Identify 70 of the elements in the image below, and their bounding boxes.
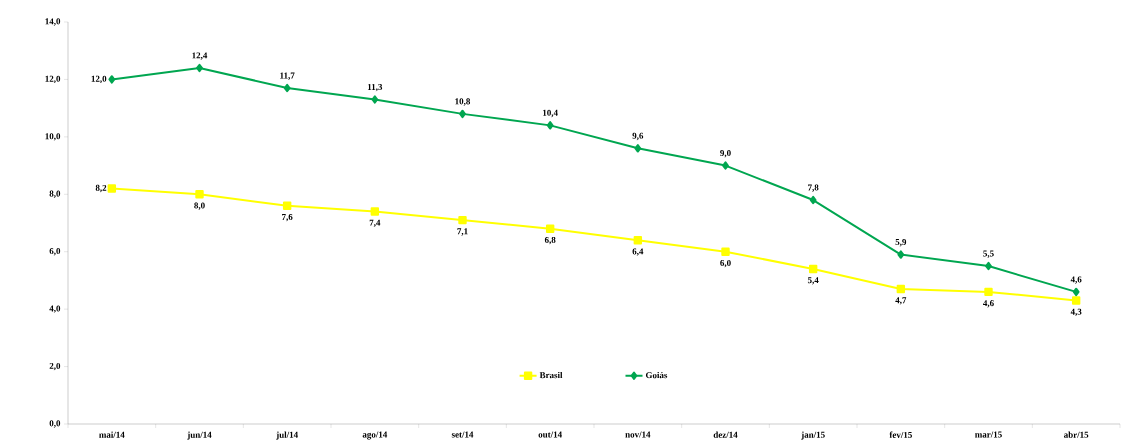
x-tick-label: mai/14 [99, 431, 125, 438]
y-tick-label: 14,0 [45, 18, 61, 26]
point [896, 284, 906, 294]
point [458, 215, 467, 225]
data-label: 12,0 [91, 75, 107, 84]
data-label: 12,4 [192, 52, 208, 60]
data-label: 9,0 [720, 150, 731, 158]
data-label: 5,4 [807, 277, 819, 285]
legend-label: Brasil [539, 371, 563, 379]
point [282, 201, 292, 210]
x-tick-label: nov/14 [625, 431, 651, 438]
data-label: 4,3 [1070, 308, 1082, 317]
data-label: 4,7 [895, 297, 907, 305]
data-label: 11,7 [280, 72, 295, 80]
point [897, 250, 905, 259]
point [722, 161, 729, 170]
point [721, 247, 730, 256]
x-tick-label: ago/14 [362, 431, 388, 440]
x-tick-label: dez/14 [713, 431, 738, 438]
x-tick-label: jun/14 [187, 431, 212, 440]
y-tick-label: 2,0 [49, 362, 61, 371]
point [459, 109, 466, 119]
y-tick-label: 10,0 [45, 133, 61, 141]
data-label: 7,8 [808, 184, 819, 192]
data-label: 10,8 [455, 98, 471, 106]
point [1072, 287, 1080, 297]
point [371, 95, 379, 104]
data-label: 5,5 [983, 250, 994, 258]
data-label: 9,6 [632, 132, 644, 141]
point [634, 144, 642, 153]
data-label: 5,9 [895, 239, 907, 247]
y-tick-label: 0,0 [49, 420, 61, 428]
point [1071, 296, 1081, 305]
data-label: 6,4 [632, 248, 644, 256]
data-label: 6,0 [720, 259, 731, 268]
x-tick-label: jan/15 [801, 431, 825, 440]
y-tick-label: 4,0 [49, 305, 61, 313]
data-label: 4,6 [983, 300, 994, 308]
data-label: 6,8 [544, 236, 556, 245]
point [984, 287, 993, 297]
data-label: 7,4 [369, 219, 381, 227]
x-tick-label: mar/15 [975, 431, 1002, 438]
point [808, 264, 818, 274]
x-tick-label: fev/15 [889, 431, 912, 438]
data-label: 4,6 [1070, 276, 1082, 284]
data-label: 7,6 [282, 213, 293, 222]
data-label: 10,4 [543, 109, 558, 118]
point [283, 83, 291, 93]
y-tick-label: 6,0 [49, 248, 61, 256]
data-label: 8,2 [95, 184, 107, 193]
legend-label: Goiás [645, 371, 668, 379]
x-tick-label: set/14 [451, 431, 474, 438]
point [108, 75, 116, 84]
x-tick-label: jul/14 [276, 431, 298, 440]
data-label: 11,3 [367, 84, 383, 92]
point [633, 236, 643, 245]
point [985, 261, 992, 271]
x-tick-label: abr/15 [1064, 431, 1089, 438]
data-label: 7,1 [457, 228, 468, 236]
y-tick-label: 12,0 [45, 75, 61, 84]
point [195, 190, 204, 199]
data-label: 8,0 [194, 202, 205, 210]
point [196, 63, 203, 73]
point [809, 195, 817, 205]
point [546, 121, 554, 130]
point [545, 224, 555, 233]
x-tick-label: out/14 [538, 431, 562, 438]
point [370, 207, 380, 216]
y-tick-label: 8,0 [49, 190, 61, 198]
point [107, 184, 117, 193]
